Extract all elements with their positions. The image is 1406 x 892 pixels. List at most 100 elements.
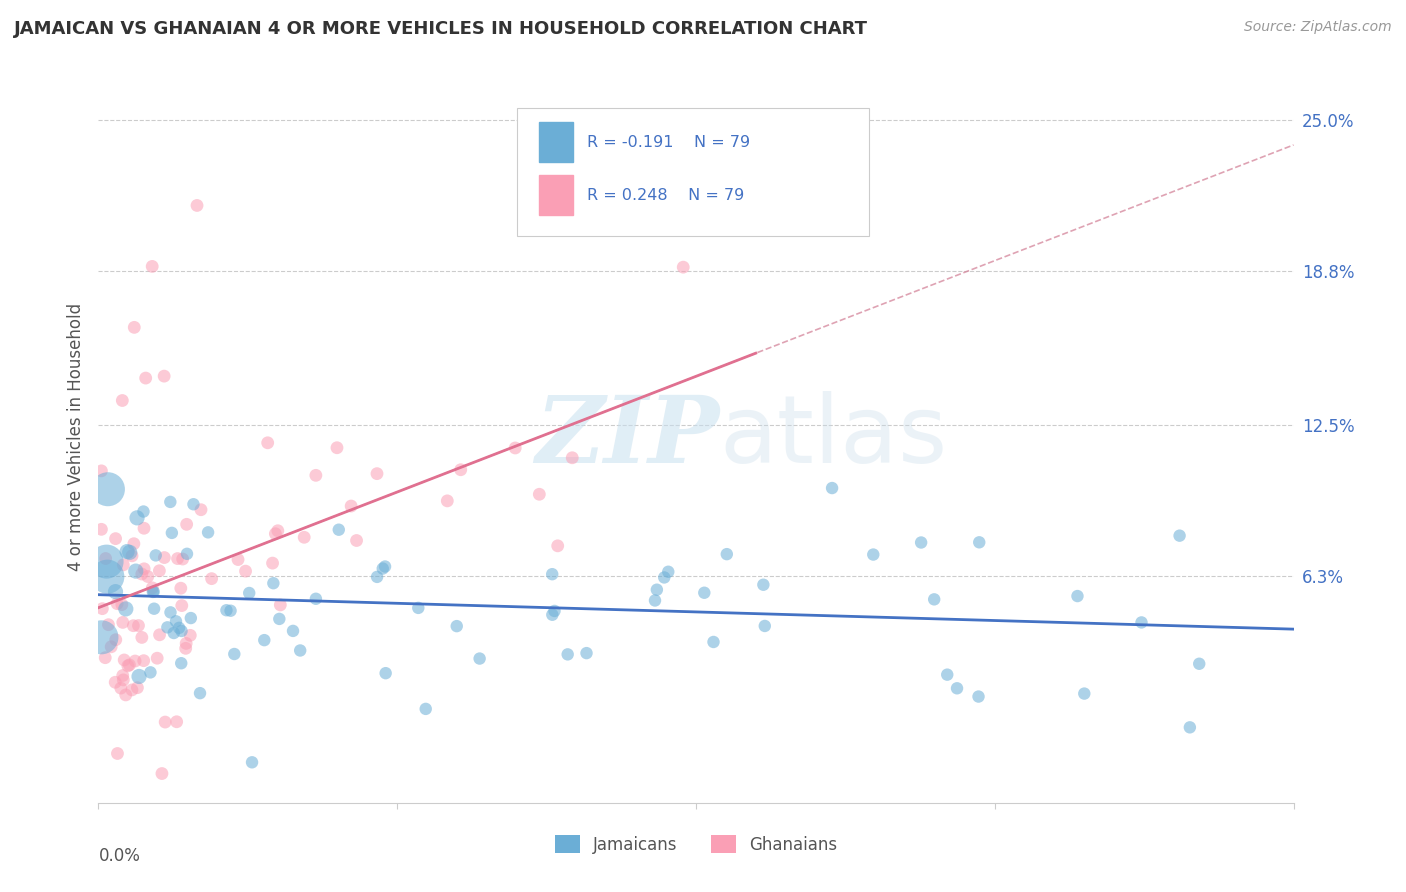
Point [112, 558, 135, 572]
Point [644, 593, 666, 607]
Point [269, 612, 291, 626]
Point [111, 393, 134, 408]
Point [575, 646, 598, 660]
Point [166, 714, 188, 729]
Point [238, 586, 260, 600]
Point [188, 686, 211, 700]
Point [124, 320, 146, 334]
Point [754, 619, 776, 633]
Point [180, 611, 202, 625]
Point [127, 681, 149, 695]
Point [170, 657, 193, 671]
Point [167, 621, 190, 635]
Point [862, 548, 884, 562]
Point [1073, 687, 1095, 701]
Point [100, 640, 122, 654]
Point [141, 260, 163, 274]
Point [125, 511, 148, 525]
Point [657, 565, 679, 579]
Point [340, 499, 363, 513]
Point [281, 624, 304, 638]
Point [170, 599, 193, 613]
Point [163, 626, 186, 640]
Point [170, 624, 193, 638]
Point [910, 535, 932, 549]
Point [1188, 657, 1211, 671]
Point [97, 482, 120, 496]
Point [672, 260, 695, 275]
Point [104, 675, 127, 690]
Point [111, 668, 134, 682]
Point [111, 615, 134, 630]
Point [121, 549, 143, 563]
Point [114, 602, 136, 616]
Point [156, 620, 179, 634]
Point [134, 562, 156, 576]
Point [183, 497, 205, 511]
Point [131, 631, 153, 645]
Point [159, 606, 181, 620]
Point [543, 604, 565, 618]
Point [145, 549, 167, 563]
Point [132, 654, 155, 668]
Point [165, 615, 187, 629]
Text: R = 0.248    N = 79: R = 0.248 N = 79 [588, 187, 744, 202]
Legend: Jamaicans, Ghanaians: Jamaicans, Ghanaians [548, 829, 844, 860]
Point [131, 567, 153, 582]
FancyBboxPatch shape [517, 108, 869, 235]
Point [262, 576, 284, 591]
Point [148, 628, 170, 642]
Point [645, 582, 668, 597]
Point [547, 539, 569, 553]
Point [264, 526, 287, 541]
Point [219, 604, 242, 618]
Point [290, 643, 312, 657]
Point [557, 648, 579, 662]
Point [132, 521, 155, 535]
Point [118, 545, 141, 559]
Point [366, 570, 388, 584]
Text: 0.0%: 0.0% [98, 847, 141, 864]
Point [176, 547, 198, 561]
Point [141, 581, 163, 595]
Point [374, 666, 396, 681]
Point [153, 550, 176, 565]
Point [197, 525, 219, 540]
Point [122, 537, 145, 551]
Point [529, 487, 551, 501]
Point [326, 441, 349, 455]
Point [111, 598, 134, 612]
Point [408, 600, 430, 615]
Point [716, 547, 738, 561]
Point [148, 564, 170, 578]
Point [124, 654, 146, 668]
Point [256, 435, 278, 450]
Point [128, 669, 150, 683]
Point [693, 586, 716, 600]
Point [652, 570, 675, 584]
Text: atlas: atlas [720, 391, 948, 483]
Point [967, 535, 990, 549]
Point [936, 667, 959, 681]
Point [1066, 589, 1088, 603]
Point [132, 504, 155, 518]
Point [305, 591, 328, 606]
Point [215, 603, 238, 617]
Point [922, 592, 945, 607]
Point [153, 714, 176, 729]
Point [150, 766, 173, 780]
Point [174, 636, 197, 650]
Point [371, 561, 394, 575]
Point [90, 522, 112, 536]
Point [262, 556, 284, 570]
Point [179, 628, 201, 642]
Point [415, 702, 437, 716]
Point [702, 635, 724, 649]
Point [269, 598, 291, 612]
Text: ZIP: ZIP [536, 392, 720, 482]
Point [174, 641, 197, 656]
Bar [540, 175, 572, 215]
Point [374, 559, 396, 574]
Point [159, 495, 181, 509]
Point [94, 650, 117, 665]
